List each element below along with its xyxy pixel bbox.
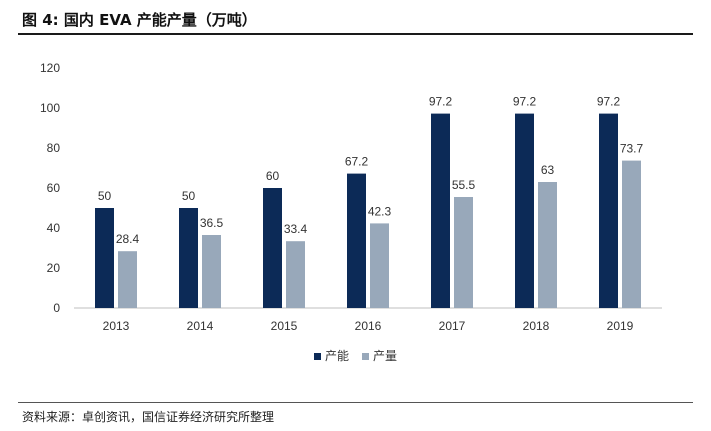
bar-output	[538, 182, 557, 308]
y-tick-label: 80	[47, 141, 61, 155]
bar-capacity	[179, 208, 198, 308]
data-label: 60	[266, 169, 280, 183]
source-note: 资料来源：卓创资讯，国信证券经济研究所整理	[22, 410, 275, 424]
x-tick-label: 2013	[103, 319, 130, 333]
x-tick-label: 2019	[607, 319, 634, 333]
legend-label: 产能	[325, 349, 349, 363]
x-tick-label: 2015	[271, 319, 298, 333]
data-label: 36.5	[200, 216, 224, 230]
footer-rule	[18, 402, 693, 403]
y-tick-label: 20	[47, 261, 61, 275]
legend-label: 产量	[373, 349, 397, 363]
bar-output	[118, 251, 137, 308]
bar-capacity	[431, 113, 450, 308]
data-label: 73.7	[620, 142, 644, 156]
y-tick-label: 100	[40, 101, 60, 115]
figure-title: 图 4: 国内 EVA 产能产量（万吨）	[22, 11, 257, 29]
x-tick-label: 2017	[439, 319, 466, 333]
bar-capacity	[347, 173, 366, 308]
data-label: 97.2	[597, 95, 621, 109]
bar-output	[622, 160, 641, 308]
bar-output	[370, 223, 389, 308]
eva-capacity-output-chart: 0 20 40 60 80 100 120 50 28.4 2013 50 36.5 2014 60 33.…	[40, 61, 662, 363]
data-label: 42.3	[368, 204, 392, 218]
data-label: 63	[541, 163, 555, 177]
legend-swatch-capacity	[314, 353, 321, 360]
bar-output	[202, 235, 221, 308]
data-label: 97.2	[429, 95, 453, 109]
data-label: 50	[98, 189, 112, 203]
bar-capacity	[263, 188, 282, 308]
bar-output	[286, 241, 305, 308]
data-label: 55.5	[452, 178, 476, 192]
y-tick-label: 40	[47, 221, 61, 235]
bar-capacity	[95, 208, 114, 308]
data-label: 28.4	[116, 232, 140, 246]
bar-capacity	[515, 113, 534, 308]
x-tick-label: 2016	[355, 319, 382, 333]
legend-swatch-output	[362, 353, 369, 360]
bar-capacity	[599, 113, 618, 308]
x-tick-label: 2018	[523, 319, 550, 333]
data-label: 33.4	[284, 222, 308, 236]
x-tick-label: 2014	[187, 319, 214, 333]
bar-output	[454, 197, 473, 308]
data-label: 67.2	[345, 155, 369, 169]
title-rule	[18, 33, 693, 35]
y-tick-label: 120	[40, 61, 60, 75]
data-label: 97.2	[513, 95, 537, 109]
y-tick-label: 0	[53, 301, 60, 315]
data-label: 50	[182, 189, 196, 203]
y-tick-label: 60	[47, 181, 61, 195]
